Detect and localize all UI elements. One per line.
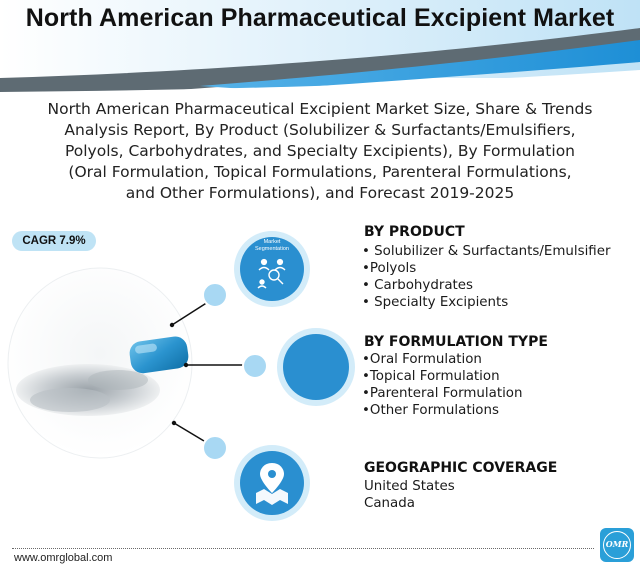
by-formulation-list: •Oral Formulation •Topical Formulation •…	[362, 351, 522, 419]
subtitle-line: Analysis Report, By Product (Solubilizer…	[64, 121, 576, 139]
connector-line	[171, 301, 209, 326]
infographic-graphic: Market Segmentation	[7, 231, 355, 521]
market-segmentation-circle	[240, 237, 304, 301]
connector-dot	[169, 322, 175, 328]
by-product-list: • Solubilizer & Surfactants/Emulsifier •…	[362, 243, 611, 311]
connector-dot	[183, 362, 189, 368]
by-product-heading: BY PRODUCT	[364, 224, 465, 240]
list-item: United States	[364, 479, 455, 494]
geographic-heading: GEOGRAPHIC COVERAGE	[364, 460, 558, 476]
small-node	[202, 282, 228, 308]
segmentation-label: Market	[264, 239, 281, 245]
powder-shape	[88, 370, 148, 390]
geographic-list: United States Canada	[364, 478, 455, 512]
formulation-circle	[283, 334, 349, 400]
connector-line	[173, 422, 205, 442]
report-subtitle: North American Pharmaceutical Excipient …	[40, 99, 600, 204]
header-background	[0, 0, 640, 96]
list-item: •Topical Formulation	[362, 369, 500, 384]
omr-logo: OMR	[600, 528, 634, 562]
list-item: •Polyols	[362, 261, 417, 276]
subtitle-line: (Oral Formulation, Topical Formulations,…	[68, 163, 572, 181]
list-item: •Oral Formulation	[362, 352, 482, 367]
list-item: • Carbohydrates	[362, 278, 473, 293]
capsule-graphic	[129, 336, 189, 374]
cagr-badge: CAGR 7.9%	[12, 231, 96, 251]
list-item: •Parenteral Formulation	[362, 386, 523, 401]
footer-divider	[12, 548, 594, 549]
powder-shape	[30, 388, 110, 412]
subtitle-line: Polyols, Carbohydrates, and Specialty Ex…	[64, 142, 576, 160]
list-item: • Specialty Excipients	[362, 295, 509, 310]
header-banner: North American Pharmaceutical Excipient …	[0, 0, 640, 96]
website-link[interactable]: www.omrglobal.com	[14, 552, 113, 564]
list-item: •Other Formulations	[362, 403, 499, 418]
connector-dot	[171, 420, 177, 426]
subtitle-line: North American Pharmaceutical Excipient …	[47, 100, 593, 118]
hero-illustration: Market Segmentation	[0, 215, 360, 545]
small-node	[242, 353, 268, 379]
logo-text: OMR	[603, 531, 631, 559]
location-pin-icon	[256, 463, 288, 505]
by-formulation-heading: BY FORMULATION TYPE	[364, 334, 548, 350]
page-title: North American Pharmaceutical Excipient …	[25, 4, 615, 32]
people-network-icon	[257, 258, 286, 289]
list-item: • Solubilizer & Surfactants/Emulsifier	[362, 244, 611, 259]
segmentation-label: Segmentation	[255, 246, 289, 252]
subtitle-line: and Other Formulations), and Forecast 20…	[125, 184, 515, 202]
small-node	[202, 435, 228, 461]
list-item: Canada	[364, 496, 415, 511]
